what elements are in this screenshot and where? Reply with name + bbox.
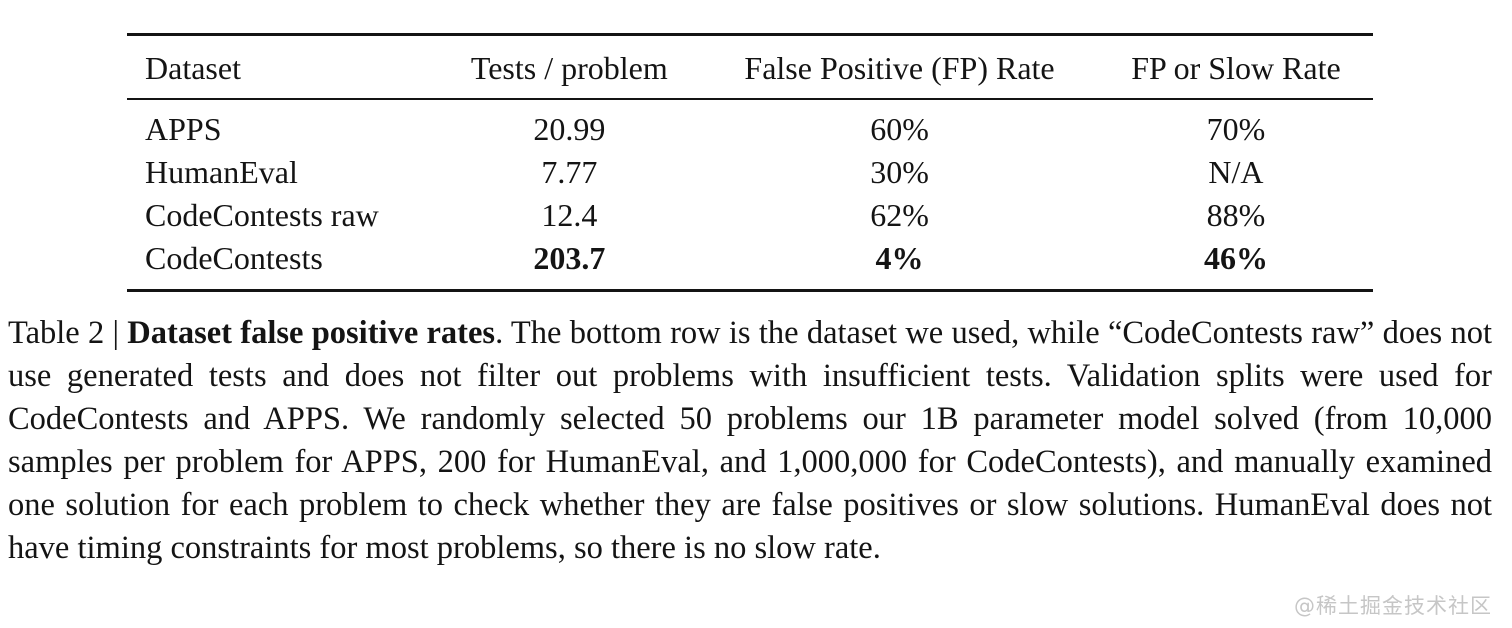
cell-dataset: APPS bbox=[145, 111, 222, 147]
cell-tests: 203.7 bbox=[533, 240, 606, 276]
caption-body: . The bottom row is the dataset we used,… bbox=[8, 315, 1492, 566]
dataset-fp-table: Dataset Tests / problem False Positive (… bbox=[127, 33, 1373, 292]
cell-dataset: HumanEval bbox=[145, 154, 298, 190]
caption-label: Table 2 | bbox=[8, 315, 128, 351]
cell-tests: 12.4 bbox=[541, 197, 598, 233]
cell-tests: 7.77 bbox=[541, 154, 598, 190]
table-row-humaneval: HumanEval 7.77 30% N/A bbox=[127, 151, 1373, 194]
table-row-codecontests: CodeContests 203.7 4% 46% bbox=[127, 237, 1373, 291]
table-header: Dataset Tests / problem False Positive (… bbox=[127, 34, 1373, 100]
table-caption: Table 2 | Dataset false positive rates. … bbox=[8, 312, 1492, 570]
table-body: APPS 20.99 60% 70% HumanEval 7.77 30% N/… bbox=[127, 99, 1373, 291]
cell-fp-rate: 30% bbox=[870, 154, 929, 190]
table: Dataset Tests / problem False Positive (… bbox=[127, 33, 1373, 292]
cell-fp-rate: 62% bbox=[870, 197, 929, 233]
col-header-fp-rate: False Positive (FP) Rate bbox=[700, 34, 1099, 100]
header-row: Dataset Tests / problem False Positive (… bbox=[127, 34, 1373, 100]
cell-fp-slow-rate: 70% bbox=[1206, 111, 1266, 147]
cell-dataset: CodeContests raw bbox=[145, 197, 379, 233]
watermark-text: @稀土掘金技术社区 bbox=[1294, 594, 1492, 618]
caption-title: Dataset false positive rates bbox=[127, 315, 496, 351]
col-header-fp-or-slow-rate: FP or Slow Rate bbox=[1098, 34, 1373, 100]
cell-fp-rate: 4% bbox=[875, 240, 924, 276]
table-row-codecontests-raw: CodeContests raw 12.4 62% 88% bbox=[127, 194, 1373, 237]
table-row-apps: APPS 20.99 60% 70% bbox=[127, 99, 1373, 151]
cell-fp-slow-rate: 88% bbox=[1206, 197, 1266, 233]
col-header-dataset: Dataset bbox=[127, 34, 439, 100]
cell-tests: 20.99 bbox=[533, 111, 606, 147]
col-header-tests-per-problem: Tests / problem bbox=[438, 34, 701, 100]
cell-fp-rate: 60% bbox=[870, 111, 929, 147]
cell-fp-slow-rate: N/A bbox=[1208, 154, 1264, 190]
cell-dataset: CodeContests bbox=[145, 240, 323, 276]
cell-fp-slow-rate: 46% bbox=[1203, 240, 1268, 276]
